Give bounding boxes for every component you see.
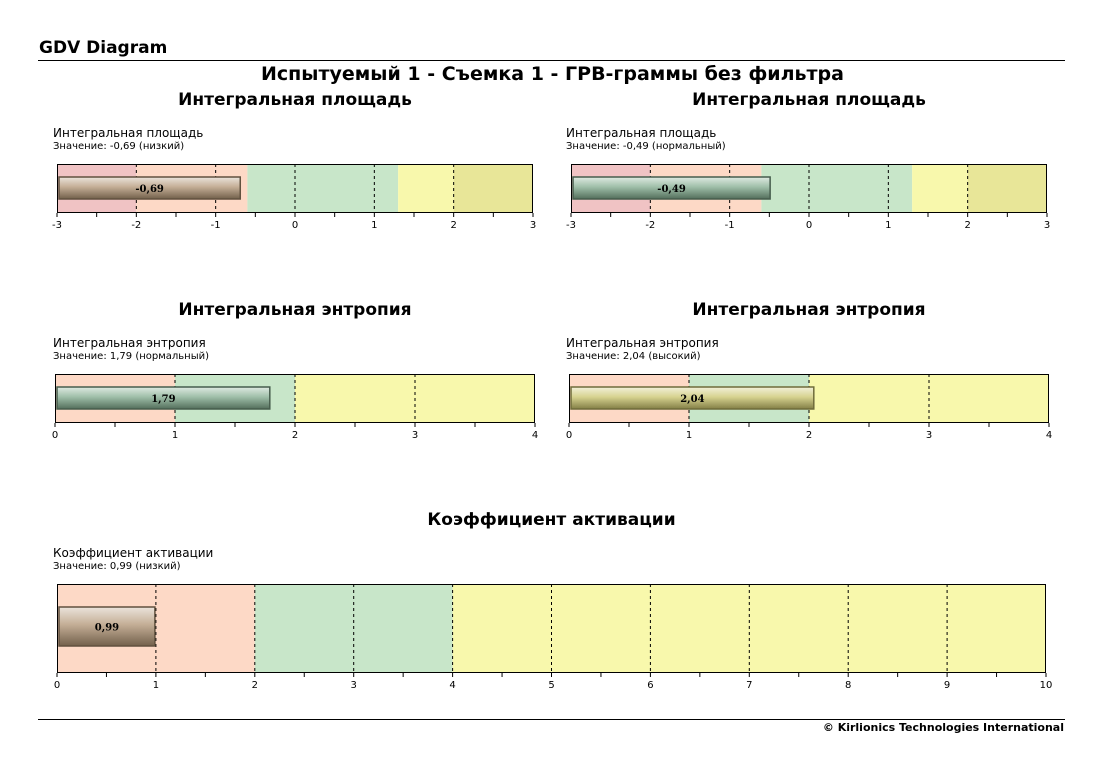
panel-value-text: Значение: 1,79 (нормальный) [53, 351, 210, 362]
zone-band [247, 164, 399, 213]
panel-value-text: Значение: -0,69 (низкий) [53, 141, 185, 152]
tick-label: -2 [645, 220, 655, 231]
tick-label: 0 [292, 220, 298, 231]
value-bar-label: -0,49 [657, 184, 686, 195]
tick-label: -1 [725, 220, 735, 231]
tick-label: 4 [449, 680, 455, 691]
panel-subtitle: Интегральная энтропия [53, 336, 206, 350]
value-bar-label: 2,04 [680, 394, 704, 405]
plot-frame [569, 374, 1049, 423]
zone-band [453, 164, 533, 213]
panel-title: Коэффициент активации [427, 510, 676, 530]
zone-band [967, 164, 1047, 213]
value-bar [572, 176, 771, 200]
value-bar [56, 386, 271, 410]
tick-label: 2 [450, 220, 456, 231]
value-bar [58, 176, 242, 200]
tick-label: 10 [1040, 680, 1053, 691]
tick-label: 0 [566, 430, 572, 441]
chart-panel-entropy-left: Интегральная энтропия Интегральная энтро… [53, 300, 535, 450]
tick-label: 7 [746, 680, 752, 691]
value-bar-label: 1,79 [151, 394, 175, 405]
value-bar [58, 606, 156, 647]
tick-label: -1 [211, 220, 221, 231]
header-divider [38, 60, 1065, 61]
tick-label: -3 [566, 220, 576, 231]
tick-label: 4 [532, 430, 538, 441]
chart-panel-area-left: Интегральная площадь Интегральная площад… [53, 90, 533, 240]
tick-label: -3 [52, 220, 62, 231]
panel-title: Интегральная энтропия [178, 300, 412, 320]
tick-label: 8 [845, 680, 851, 691]
page-title: Испытуемый 1 - Съемка 1 - ГРВ-граммы без… [261, 63, 844, 85]
tick-label: 2 [806, 430, 812, 441]
tick-label: 6 [647, 680, 653, 691]
panel-subtitle: Интегральная площадь [566, 126, 717, 140]
zone-band [398, 164, 454, 213]
tick-label: 3 [1044, 220, 1050, 231]
plot-frame [57, 584, 1046, 673]
chart-panel-entropy-right: Интегральная энтропия Интегральная энтро… [566, 300, 1049, 450]
tick-label: 3 [530, 220, 536, 231]
value-bar-label: -0,69 [135, 184, 164, 195]
tick-label: 4 [1046, 430, 1052, 441]
tick-label: 0 [52, 430, 58, 441]
tick-label: 2 [292, 430, 298, 441]
panel-subtitle: Интегральная энтропия [566, 336, 719, 350]
chart-panel-activation: Коэффициент активации Коэффициент актива… [53, 510, 1046, 700]
zone-band [912, 164, 968, 213]
zone-band [761, 164, 913, 213]
panel-title: Интегральная энтропия [692, 300, 926, 320]
tick-label: 5 [548, 680, 554, 691]
footer-divider [38, 719, 1065, 720]
panel-value-text: Значение: 0,99 (низкий) [53, 561, 181, 572]
tick-label: 1 [172, 430, 178, 441]
tick-label: 1 [686, 430, 692, 441]
tick-label: 1 [885, 220, 891, 231]
tick-label: 0 [806, 220, 812, 231]
panel-subtitle: Интегральная площадь [53, 126, 204, 140]
value-bar-label: 0,99 [95, 623, 119, 634]
tick-label: 3 [412, 430, 418, 441]
chart-panel-area-right: Интегральная площадь Интегральная площад… [566, 90, 1047, 240]
tick-label: 1 [371, 220, 377, 231]
tick-label: 2 [252, 680, 258, 691]
panel-title: Интегральная площадь [178, 90, 412, 110]
panel-subtitle: Коэффициент активации [53, 546, 214, 560]
tick-label: 1 [153, 680, 159, 691]
tick-label: -2 [131, 220, 141, 231]
tick-label: 0 [54, 680, 60, 691]
copyright-text: © Kirlionics Technologies International [822, 721, 1064, 734]
plot-frame [57, 164, 533, 213]
value-bar [570, 386, 815, 410]
panel-value-text: Значение: 2,04 (высокий) [566, 351, 701, 362]
plot-frame [55, 374, 535, 423]
tick-label: 9 [944, 680, 950, 691]
panel-title: Интегральная площадь [692, 90, 926, 110]
panel-value-text: Значение: -0,49 (нормальный) [566, 141, 726, 152]
app-title: GDV Diagram [39, 38, 168, 58]
plot-frame [571, 164, 1047, 213]
tick-label: 3 [351, 680, 357, 691]
tick-label: 2 [964, 220, 970, 231]
tick-label: 3 [926, 430, 932, 441]
